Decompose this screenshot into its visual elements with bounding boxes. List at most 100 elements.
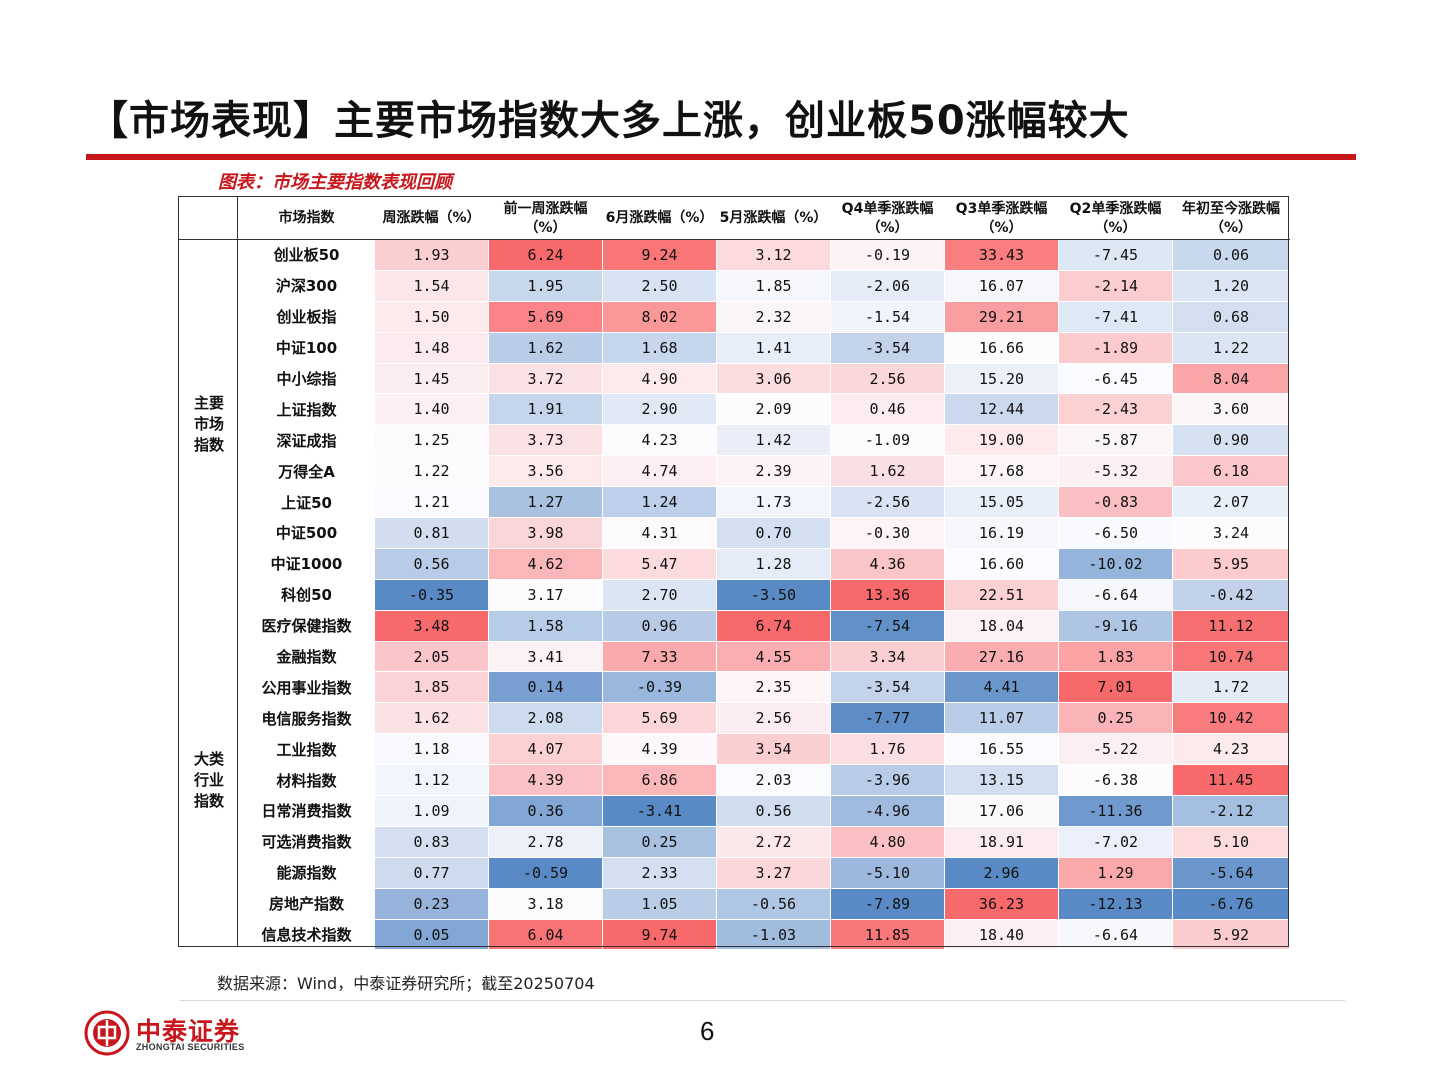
value-cell: 4.74 bbox=[602, 455, 717, 488]
company-logo: 中泰证券 ZHONGTAI SECURITIES bbox=[84, 1010, 294, 1060]
value-cell: 2.03 bbox=[716, 764, 831, 797]
value-cell: -7.41 bbox=[1058, 300, 1173, 333]
value-cell: 1.24 bbox=[602, 486, 717, 519]
value-cell: -6.38 bbox=[1058, 764, 1173, 797]
value-cell: 13.15 bbox=[944, 764, 1059, 797]
value-cell: 2.33 bbox=[602, 856, 717, 889]
value-cell: -5.64 bbox=[1172, 856, 1290, 889]
value-cell: -4.96 bbox=[830, 795, 945, 827]
value-cell: 3.54 bbox=[716, 733, 831, 766]
value-cell: -2.06 bbox=[830, 269, 945, 302]
value-cell: 16.19 bbox=[944, 517, 1059, 549]
value-cell: 16.66 bbox=[944, 331, 1059, 364]
value-cell: 1.27 bbox=[488, 486, 603, 519]
value-cell: 1.76 bbox=[830, 733, 945, 766]
value-cell: 16.60 bbox=[944, 547, 1059, 580]
value-cell: 9.74 bbox=[602, 918, 717, 951]
value-cell: -1.09 bbox=[830, 424, 945, 457]
value-cell: 2.78 bbox=[488, 825, 603, 858]
index-name-cell: 可选消费指数 bbox=[238, 825, 375, 858]
value-cell: 18.91 bbox=[944, 825, 1059, 858]
index-name-cell: 金融指数 bbox=[238, 640, 375, 673]
value-cell: 1.95 bbox=[488, 269, 603, 302]
value-cell: 0.56 bbox=[716, 795, 831, 827]
value-cell: 3.34 bbox=[830, 640, 945, 673]
value-cell: 5.95 bbox=[1172, 547, 1290, 580]
table-row: 房地产指数 0.23 3.18 1.05 -0.56 -7.89 36.23 -12.13 -6… bbox=[180, 887, 1290, 920]
value-cell: 6.04 bbox=[488, 918, 603, 951]
value-cell: 19.00 bbox=[944, 424, 1059, 457]
index-name-cell: 深证成指 bbox=[238, 424, 375, 457]
value-cell: 3.72 bbox=[488, 362, 603, 395]
value-cell: 4.07 bbox=[488, 733, 603, 766]
table-row: 中证1000 0.56 4.62 5.47 1.28 4.36 16.60 -10.02 5.9… bbox=[180, 547, 1290, 580]
value-cell: 2.72 bbox=[716, 825, 831, 858]
value-cell: -0.59 bbox=[488, 856, 603, 889]
value-cell: -2.14 bbox=[1058, 269, 1173, 302]
value-cell: 0.06 bbox=[1172, 239, 1290, 271]
value-cell: 2.96 bbox=[944, 856, 1059, 889]
value-cell: 4.80 bbox=[830, 825, 945, 858]
value-cell: 1.25 bbox=[374, 424, 489, 457]
value-cell: -2.43 bbox=[1058, 393, 1173, 426]
value-cell: 1.45 bbox=[374, 362, 489, 395]
value-cell: -6.76 bbox=[1172, 887, 1290, 920]
value-cell: 1.73 bbox=[716, 486, 831, 519]
value-cell: -6.64 bbox=[1058, 918, 1173, 951]
table-row: 上证指数 1.40 1.91 2.90 2.09 0.46 12.44 -2.43 3.60 bbox=[180, 393, 1290, 426]
value-cell: -1.03 bbox=[716, 918, 831, 951]
slide-title: 【市场表现】主要市场指数大多上涨，创业板50涨幅较大 bbox=[88, 98, 1130, 144]
logo-emblem-icon bbox=[84, 1010, 130, 1056]
table-row: 中小综指 1.45 3.72 4.90 3.06 2.56 15.20 -6.45 8.04 bbox=[180, 362, 1290, 395]
value-cell: 0.25 bbox=[602, 825, 717, 858]
value-cell: -2.12 bbox=[1172, 795, 1290, 827]
value-cell: 0.05 bbox=[374, 918, 489, 951]
header-june-change: 6月涨跌幅（%） bbox=[602, 197, 717, 240]
value-cell: 6.86 bbox=[602, 764, 717, 797]
value-cell: -3.50 bbox=[716, 578, 831, 611]
value-cell: 0.56 bbox=[374, 547, 489, 580]
value-cell: 0.46 bbox=[830, 393, 945, 426]
value-cell: 6.24 bbox=[488, 239, 603, 271]
value-cell: 4.41 bbox=[944, 671, 1059, 704]
value-cell: 3.18 bbox=[488, 887, 603, 920]
value-cell: -3.96 bbox=[830, 764, 945, 797]
value-cell: 0.25 bbox=[1058, 702, 1173, 735]
index-name-cell: 材料指数 bbox=[238, 764, 375, 797]
value-cell: -6.50 bbox=[1058, 517, 1173, 549]
table-row: 上证50 1.21 1.27 1.24 1.73 -2.56 15.05 -0.83 2.07 bbox=[180, 486, 1290, 519]
value-cell: 0.96 bbox=[602, 609, 717, 642]
value-cell: 1.22 bbox=[1172, 331, 1290, 364]
value-cell: -1.89 bbox=[1058, 331, 1173, 364]
table-row: 大类 行业 指数 医疗保健指数 3.48 1.58 0.96 6.74 -7.54 18.04 -9… bbox=[179, 609, 1290, 951]
value-cell: 2.39 bbox=[716, 455, 831, 488]
header-weekly-change: 周涨跌幅（%） bbox=[374, 197, 489, 240]
value-cell: -7.54 bbox=[830, 609, 945, 642]
value-cell: 2.05 bbox=[374, 640, 489, 673]
header-may-change: 5月涨跌幅（%） bbox=[716, 197, 831, 240]
table-row: 能源指数 0.77 -0.59 2.33 3.27 -5.10 2.96 1.29 -5.64 bbox=[180, 856, 1290, 889]
value-cell: 2.35 bbox=[716, 671, 831, 704]
index-name-cell: 信息技术指数 bbox=[238, 918, 375, 951]
value-cell: 1.22 bbox=[374, 455, 489, 488]
value-cell: -0.35 bbox=[374, 578, 489, 611]
table-row: 中证100 1.48 1.62 1.68 1.41 -3.54 16.66 -1.89 1.22 bbox=[180, 331, 1290, 364]
index-name-cell: 中小综指 bbox=[238, 362, 375, 395]
header-q3-change: Q3单季涨跌幅（%） bbox=[944, 197, 1059, 240]
table-row: 科创50 -0.35 3.17 2.70 -3.50 13.36 22.51 -6.64 -0.… bbox=[180, 578, 1290, 611]
index-name-cell: 工业指数 bbox=[238, 733, 375, 766]
value-cell: 1.42 bbox=[716, 424, 831, 457]
value-cell: 5.47 bbox=[602, 547, 717, 580]
table-row: 创业板指 1.50 5.69 8.02 2.32 -1.54 29.21 -7.41 0.68 bbox=[180, 300, 1290, 333]
value-cell: 4.62 bbox=[488, 547, 603, 580]
value-cell: 2.56 bbox=[716, 702, 831, 735]
value-cell: 29.21 bbox=[944, 300, 1059, 333]
value-cell: 0.70 bbox=[716, 517, 831, 549]
value-cell: 2.09 bbox=[716, 393, 831, 426]
value-cell: 1.05 bbox=[602, 887, 717, 920]
value-cell: 2.08 bbox=[488, 702, 603, 735]
header-q4-change: Q4单季涨跌幅（%） bbox=[830, 197, 945, 240]
value-cell: 7.01 bbox=[1058, 671, 1173, 704]
table-row: 信息技术指数 0.05 6.04 9.74 -1.03 11.85 18.40 -6.64 5.… bbox=[180, 918, 1290, 951]
group-label: 主要 市场 指数 bbox=[179, 239, 239, 611]
